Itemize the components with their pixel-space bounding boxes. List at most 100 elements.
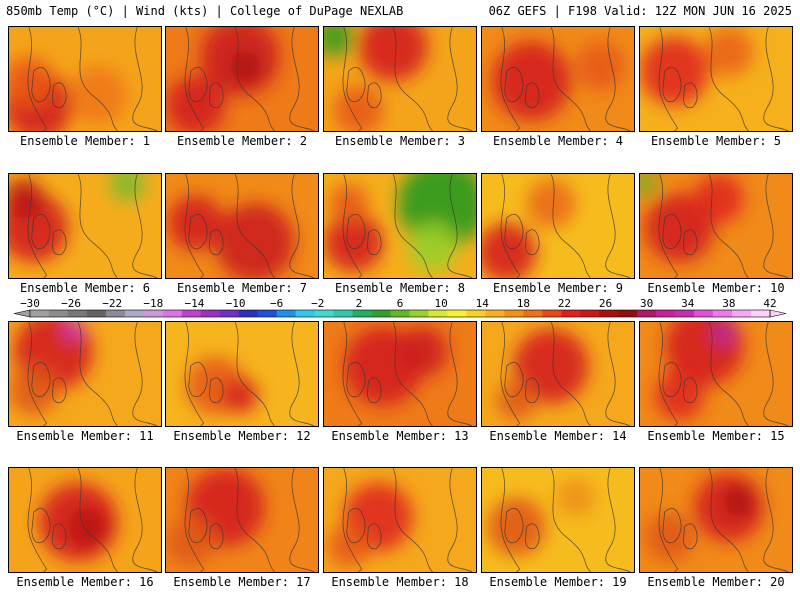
colorbar-swatch: [200, 310, 221, 317]
colorbar-tick-label: −18: [143, 297, 163, 310]
colorbar-swatch: [124, 310, 145, 317]
colorbar-swatch: [751, 310, 771, 317]
ensemble-member-label: Ensemble Member: 3: [334, 134, 466, 148]
ensemble-member-label: Ensemble Member: 10: [647, 281, 785, 295]
ensemble-member-label: Ensemble Member: 17: [173, 575, 311, 589]
colorbar-swatch: [352, 310, 372, 317]
ensemble-map-panel: [165, 321, 319, 427]
ensemble-map-panel: [639, 173, 793, 279]
colorbar-tick-label: −30: [20, 297, 40, 310]
ensemble-map-panel: [639, 467, 793, 573]
colorbar-swatch: [637, 310, 657, 317]
colorbar-tick-label: 18: [517, 297, 530, 310]
ensemble-map-panel: [8, 26, 162, 132]
temperature-field: [324, 27, 476, 131]
temperature-field: [324, 174, 476, 278]
ensemble-member-label: Ensemble Member: 7: [176, 281, 308, 295]
header-valid-time: 06Z GEFS | F198 Valid: 12Z MON JUN 16 20…: [488, 4, 792, 18]
temperature-field: [640, 468, 792, 572]
ensemble-member-label: Ensemble Member: 16: [16, 575, 154, 589]
temperature-field: [166, 322, 318, 426]
colorbar-swatch: [466, 310, 486, 317]
colorbar-swatch: [485, 310, 505, 317]
ensemble-member-label: Ensemble Member: 2: [176, 134, 308, 148]
ensemble-member-label: Ensemble Member: 12: [173, 429, 311, 443]
temperature-field: [482, 174, 634, 278]
ensemble-member-label: Ensemble Member: 5: [650, 134, 782, 148]
colorbar-tick-label: −10: [226, 297, 246, 310]
colorbar-swatch: [314, 310, 334, 317]
colorbar-tick-label: 2: [356, 297, 363, 310]
colorbar-tick-label: 10: [434, 297, 447, 310]
colorbar-tick-label: 30: [640, 297, 653, 310]
colorbar-swatch: [390, 310, 410, 317]
colorbar-swatch: [504, 310, 524, 317]
ensemble-map-panel: [8, 467, 162, 573]
ensemble-map-panel: [323, 173, 477, 279]
colorbar-swatch: [732, 310, 752, 317]
ensemble-member-label: Ensemble Member: 14: [489, 429, 627, 443]
ensemble-map-panel: [323, 321, 477, 427]
temperature-field: [166, 468, 318, 572]
temperature-field: [482, 468, 634, 572]
header-title: 850mb Temp (°C) | Wind (kts) | College o…: [6, 4, 404, 18]
ensemble-member-label: Ensemble Member: 13: [331, 429, 469, 443]
ensemble-member-label: Ensemble Member: 11: [16, 429, 154, 443]
temperature-field: [324, 322, 476, 426]
colorbar-tick-label: −6: [270, 297, 283, 310]
colorbar-tick-label: 26: [599, 297, 612, 310]
ensemble-map-panel: [481, 173, 635, 279]
temperature-field: [9, 322, 161, 426]
colorbar-swatch: [371, 310, 391, 317]
colorbar-swatch: [333, 310, 353, 317]
ensemble-member-label: Ensemble Member: 19: [489, 575, 627, 589]
temperature-field: [9, 468, 161, 572]
colorbar-swatch: [276, 310, 296, 317]
temperature-colorbar: −30 −26 −22 −18 −14 −10 −6 −2 2 6 10 14 18 22 26 30 34 38…: [0, 296, 800, 320]
ensemble-member-label: Ensemble Member: 8: [334, 281, 466, 295]
colorbar-swatch: [694, 310, 714, 317]
colorbar-swatch: [599, 310, 619, 317]
temperature-field: [324, 468, 476, 572]
ensemble-map-panel: [481, 467, 635, 573]
ensemble-map-panel: [8, 173, 162, 279]
ensemble-member-label: Ensemble Member: 6: [19, 281, 151, 295]
colorbar-tick-label: 38: [722, 297, 735, 310]
colorbar-graphic: −30 −26 −22 −18 −14 −10 −6 −2 2 6 10 14 18 22 26 30 34 38…: [13, 297, 787, 318]
temperature-field: [482, 322, 634, 426]
colorbar-swatch: [523, 310, 543, 317]
colorbar-swatch: [86, 310, 107, 317]
colorbar-swatch: [618, 310, 638, 317]
ensemble-map-panel: [481, 321, 635, 427]
colorbar-swatch: [238, 310, 258, 317]
ensemble-map-panel: [639, 321, 793, 427]
colorbar-tick-label: −14: [185, 297, 205, 310]
colorbar-swatch: [105, 310, 126, 317]
colorbar-swatch: [67, 310, 88, 317]
colorbar-swatch: [675, 310, 695, 317]
temperature-field: [640, 27, 792, 131]
ensemble-map-panel: [8, 321, 162, 427]
colorbar-tick-label: −22: [102, 297, 122, 310]
ensemble-map-panel: [165, 173, 319, 279]
colorbar-swatch: [580, 310, 600, 317]
colorbar-swatch: [656, 310, 676, 317]
colorbar-swatch: [257, 310, 277, 317]
ensemble-member-label: Ensemble Member: 9: [492, 281, 624, 295]
colorbar-tick-label: −2: [311, 297, 324, 310]
colorbar-swatch: [181, 310, 202, 317]
ensemble-map-panel: [639, 26, 793, 132]
colorbar-swatch: [713, 310, 733, 317]
temperature-field: [482, 27, 634, 131]
colorbar-tick-label: 6: [397, 297, 404, 310]
ensemble-member-label: Ensemble Member: 1: [19, 134, 151, 148]
ensemble-member-label: Ensemble Member: 15: [647, 429, 785, 443]
ensemble-map-panel: [323, 26, 477, 132]
colorbar-tick-label: 14: [476, 297, 490, 310]
colorbar-swatch: [30, 310, 50, 317]
ensemble-member-label: Ensemble Member: 20: [647, 575, 785, 589]
colorbar-swatch: [561, 310, 581, 317]
ensemble-map-panel: [165, 26, 319, 132]
colorbar-swatch: [162, 310, 183, 317]
colorbar-swatch: [409, 310, 429, 317]
